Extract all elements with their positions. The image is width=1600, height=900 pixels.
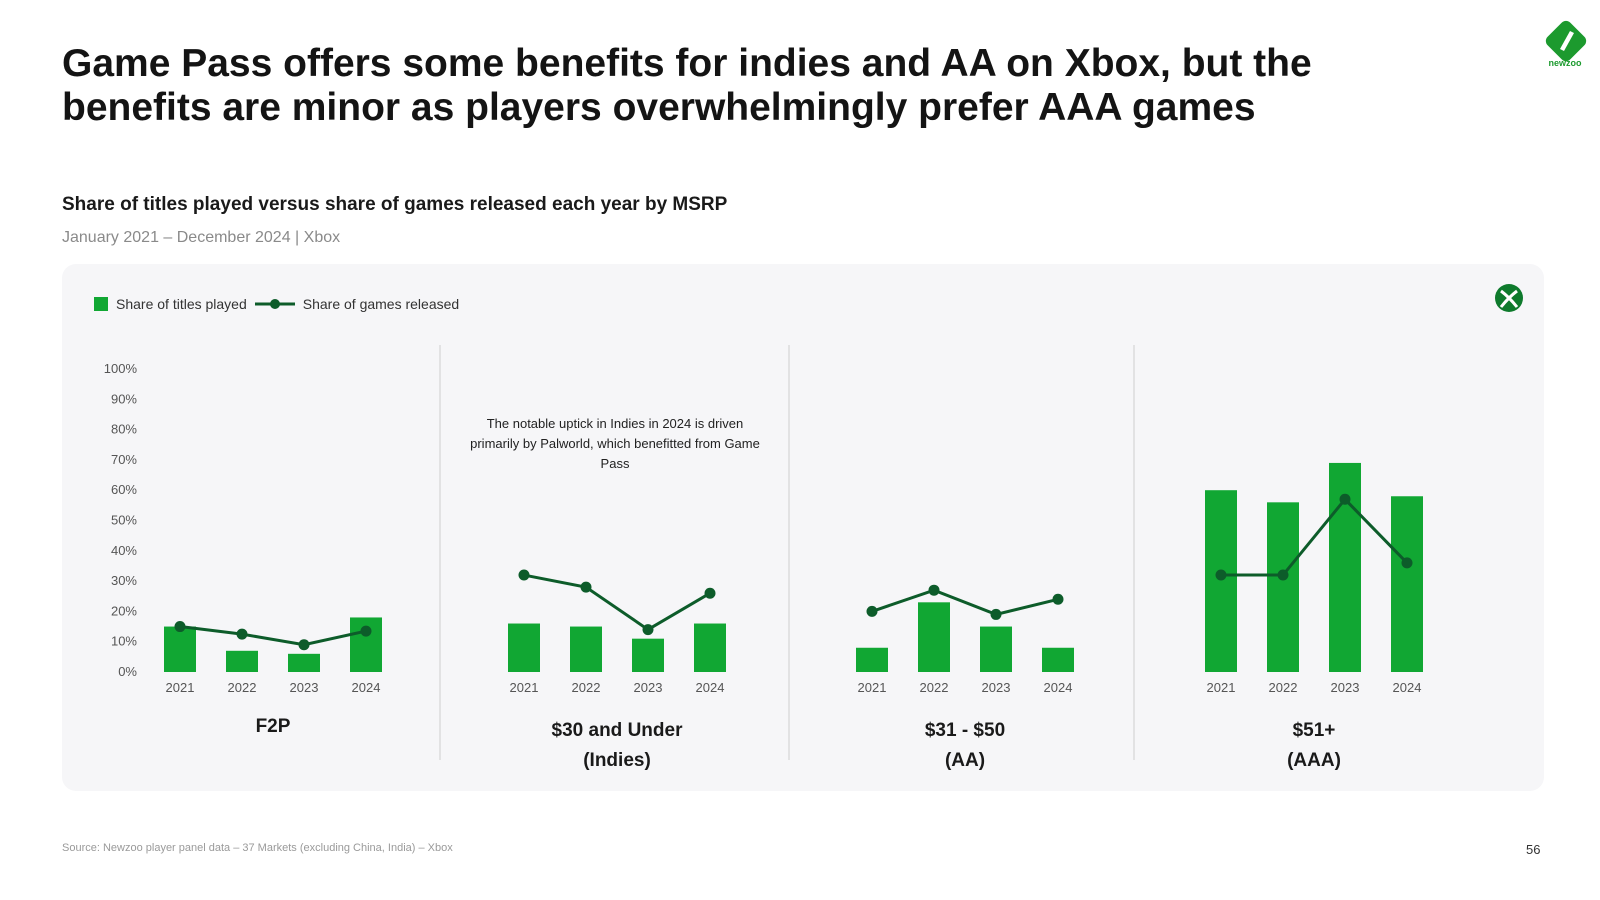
bar--30-and-under-2021 — [508, 623, 540, 672]
group-sublabel: (AA) — [945, 750, 985, 771]
x-tick-label: 2023 — [1331, 680, 1360, 695]
y-tick-label: 70% — [111, 452, 137, 467]
chart-title: Share of titles played versus share of g… — [62, 194, 728, 215]
y-tick-label: 20% — [111, 603, 137, 618]
legend-label-titles-played: Share of titles played — [116, 296, 247, 312]
line-point-2023 — [298, 639, 310, 651]
y-tick-label: 100% — [104, 361, 138, 376]
legend-line-swatch — [254, 299, 295, 309]
x-tick-label: 2024 — [352, 680, 381, 695]
line-point-2022 — [1277, 569, 1289, 581]
xbox-icon — [1495, 284, 1523, 312]
line-point-2021 — [518, 569, 530, 581]
y-tick-label: 90% — [111, 391, 137, 406]
line-point-2021 — [866, 605, 878, 617]
line-games-released — [1221, 497, 1409, 577]
x-tick-label: 2022 — [920, 680, 949, 695]
line-point-2024 — [704, 587, 716, 599]
line-games-released — [179, 625, 367, 647]
annotation-palworld: The notable uptick in Indies in 2024 is … — [470, 416, 760, 471]
x-tick-label: 2021 — [510, 680, 539, 695]
legend: Share of titles played Share of games re… — [94, 296, 459, 312]
x-tick-label: 2022 — [1269, 680, 1298, 695]
newzoo-logo-icon — [1545, 20, 1587, 62]
y-tick-label: 80% — [111, 422, 137, 437]
line-point-2021 — [1215, 569, 1227, 581]
x-tick-label: 2024 — [696, 680, 725, 695]
line-point-2022 — [928, 584, 940, 596]
bar--30-and-under-2023 — [632, 638, 664, 672]
bar-f2p-2022 — [226, 650, 258, 672]
group-label: $51+ — [1293, 720, 1336, 741]
x-tick-label: 2023 — [982, 680, 1011, 695]
bar--30-and-under-2024 — [694, 623, 726, 672]
line-point-2022 — [580, 581, 592, 593]
x-tick-label: 2022 — [572, 680, 601, 695]
page-number: 56 — [1526, 842, 1541, 857]
line-games-released — [523, 573, 711, 632]
line-point-2023 — [642, 624, 654, 636]
legend-bar-swatch — [94, 297, 108, 311]
line-point-2023 — [990, 608, 1002, 620]
bar--51--2021 — [1205, 490, 1237, 672]
group-sublabel: (AAA) — [1287, 750, 1341, 771]
bar-f2p-2021 — [164, 626, 196, 672]
bar--31-50-2022 — [918, 602, 950, 672]
x-tick-label: 2024 — [1044, 680, 1073, 695]
x-tick-label: 2021 — [858, 680, 887, 695]
group-label: $31 - $50 — [925, 720, 1005, 741]
x-tick-label: 2021 — [166, 680, 195, 695]
chart-subtitle: January 2021 – December 2024 | Xbox — [62, 229, 341, 246]
legend-label-games-released: Share of games released — [302, 296, 460, 312]
x-tick-label: 2022 — [228, 680, 257, 695]
x-tick-label: 2024 — [1393, 680, 1422, 695]
y-tick-label: 40% — [111, 543, 137, 558]
line-point-2024 — [1401, 557, 1413, 569]
bar--31-50-2023 — [980, 626, 1012, 672]
bar-f2p-2023 — [288, 653, 320, 672]
bar--51--2022 — [1267, 502, 1299, 672]
page-title: Game Pass offers some benefits for indie… — [62, 42, 1312, 129]
x-tick-label: 2023 — [290, 680, 319, 695]
y-tick-label: 10% — [111, 634, 137, 649]
line-point-2024 — [360, 625, 372, 637]
line-point-2021 — [174, 621, 186, 633]
bar--30-and-under-2022 — [570, 626, 602, 672]
line-games-released — [871, 588, 1059, 616]
x-tick-label: 2023 — [634, 680, 663, 695]
group-label: F2P — [256, 716, 291, 737]
line-point-2022 — [236, 628, 248, 640]
line-point-2023 — [1339, 493, 1351, 505]
y-tick-label: 50% — [111, 513, 137, 528]
bar--31-50-2021 — [856, 647, 888, 672]
bar--31-50-2024 — [1042, 647, 1074, 672]
x-tick-label: 2021 — [1207, 680, 1236, 695]
group-sublabel: (Indies) — [583, 750, 651, 771]
source-footnote: Source: Newzoo player panel data – 37 Ma… — [62, 842, 453, 854]
newzoo-logo-text: newzoo — [1548, 58, 1582, 68]
y-tick-label: 30% — [111, 573, 137, 588]
y-tick-label: 0% — [118, 664, 137, 679]
bar--51--2024 — [1391, 496, 1423, 672]
y-tick-label: 60% — [111, 482, 137, 497]
line-point-2024 — [1052, 593, 1064, 605]
group-label: $30 and Under — [552, 720, 684, 741]
